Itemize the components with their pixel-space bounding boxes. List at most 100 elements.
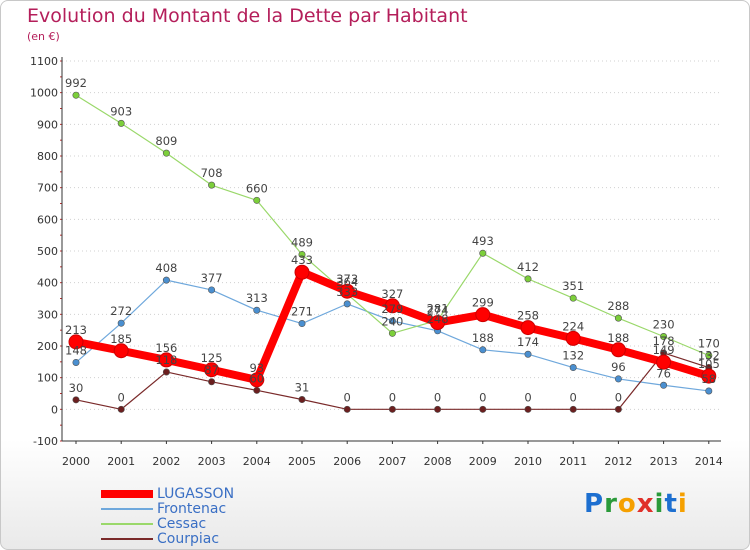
data-label-lugasson: 105 (698, 357, 720, 371)
data-label-courpiac: 0 (570, 390, 577, 404)
data-point-lugasson (339, 283, 355, 299)
legend-label-cessac: Cessac (157, 516, 207, 532)
chart-title: Evolution du Montant de la Dette par Hab… (27, 5, 468, 27)
data-point-courpiac (614, 405, 622, 413)
x-tick-label: 2004 (243, 455, 271, 468)
data-point-frontenac (343, 300, 351, 308)
data-label-frontenac: 248 (427, 312, 449, 326)
data-point-frontenac (208, 286, 216, 294)
data-point-courpiac (162, 368, 170, 376)
data-point-frontenac (117, 319, 125, 327)
data-label-frontenac: 76 (656, 366, 671, 380)
data-label-courpiac: 0 (479, 390, 486, 404)
data-point-cessac (479, 249, 487, 257)
data-point-cessac (614, 314, 622, 322)
y-tick-label: 200 (37, 340, 58, 353)
data-label-lugasson: 327 (381, 287, 403, 301)
x-tick-label: 2008 (424, 455, 452, 468)
data-label-frontenac: 408 (155, 261, 177, 275)
x-tick-label: 2006 (333, 455, 361, 468)
data-label-lugasson: 213 (65, 323, 87, 337)
data-label-lugasson: 373 (336, 272, 358, 286)
y-tick-label: 300 (37, 308, 58, 321)
data-point-lugasson (656, 354, 672, 370)
x-tick-label: 2011 (559, 455, 587, 468)
data-label-frontenac: 279 (381, 302, 403, 316)
x-tick-label: 2012 (604, 455, 632, 468)
data-label-frontenac: 174 (517, 335, 539, 349)
data-label-frontenac: 148 (65, 343, 87, 357)
y-tick-label: -100 (33, 435, 58, 448)
y-tick-label: 400 (37, 277, 58, 290)
data-label-courpiac: 0 (434, 390, 441, 404)
data-point-lugasson (294, 264, 310, 280)
x-tick-label: 2009 (469, 455, 497, 468)
data-label-courpiac: 31 (295, 381, 310, 395)
y-tick-label: 0 (51, 403, 58, 416)
data-point-frontenac (524, 350, 532, 358)
data-point-frontenac (72, 358, 80, 366)
logo-letter: t (664, 489, 678, 519)
data-point-courpiac (253, 386, 261, 394)
data-point-cessac (705, 351, 713, 359)
data-point-frontenac (253, 306, 261, 314)
data-label-cessac: 493 (472, 234, 494, 248)
data-label-frontenac: 377 (201, 271, 223, 285)
data-label-cessac: 489 (291, 235, 313, 249)
data-point-courpiac (569, 405, 577, 413)
data-label-courpiac: 0 (389, 390, 396, 404)
data-label-lugasson: 149 (653, 343, 675, 357)
data-point-courpiac (72, 396, 80, 404)
data-label-lugasson: 224 (562, 319, 584, 333)
data-point-frontenac (705, 387, 713, 395)
data-point-cessac (162, 149, 170, 157)
data-label-frontenac: 58 (701, 372, 716, 386)
data-label-frontenac: 272 (110, 304, 132, 318)
y-tick-label: 800 (37, 150, 58, 163)
y-tick-label: 700 (37, 182, 58, 195)
data-point-lugasson (475, 307, 491, 323)
data-point-courpiac (434, 405, 442, 413)
data-label-cessac: 708 (201, 166, 223, 180)
data-point-cessac (569, 294, 577, 302)
y-tick-label: 1100 (30, 55, 58, 68)
data-label-cessac: 240 (381, 314, 403, 328)
logo-letter: P (584, 489, 605, 519)
legend-label-frontenac: Frontenac (157, 501, 227, 517)
data-point-cessac (524, 275, 532, 283)
data-point-lugasson (249, 372, 265, 388)
data-label-lugasson: 125 (201, 351, 223, 365)
legend-swatch-frontenac (101, 508, 153, 510)
data-point-frontenac (614, 375, 622, 383)
data-point-lugasson (113, 343, 129, 359)
x-tick-label: 2002 (152, 455, 180, 468)
data-label-frontenac: 132 (562, 349, 584, 363)
data-point-courpiac (343, 405, 351, 413)
data-label-cessac: 992 (65, 76, 87, 90)
data-label-lugasson: 274 (427, 304, 449, 318)
data-label-frontenac: 96 (611, 360, 626, 374)
data-label-cessac: 364 (336, 275, 358, 289)
data-label-lugasson: 185 (110, 332, 132, 346)
data-label-lugasson: 93 (249, 361, 264, 375)
data-label-cessac: 351 (562, 279, 584, 293)
data-label-cessac: 660 (246, 181, 268, 195)
data-point-lugasson (610, 342, 626, 358)
data-point-cessac (388, 329, 396, 337)
data-label-frontenac: 333 (336, 285, 358, 299)
data-point-courpiac (524, 405, 532, 413)
data-label-courpiac: 87 (204, 363, 219, 377)
data-point-courpiac (388, 405, 396, 413)
data-point-lugasson (565, 330, 581, 346)
data-label-courpiac: 30 (69, 381, 84, 395)
data-label-lugasson: 156 (155, 341, 177, 355)
x-tick-label: 2007 (378, 455, 406, 468)
data-label-frontenac: 271 (291, 305, 313, 319)
legend-swatch-lugasson (101, 490, 153, 498)
x-tick-label: 2005 (288, 455, 316, 468)
data-point-cessac (72, 91, 80, 99)
x-tick-label: 2001 (107, 455, 135, 468)
data-label-lugasson: 188 (607, 331, 629, 345)
data-label-frontenac: 313 (246, 291, 268, 305)
